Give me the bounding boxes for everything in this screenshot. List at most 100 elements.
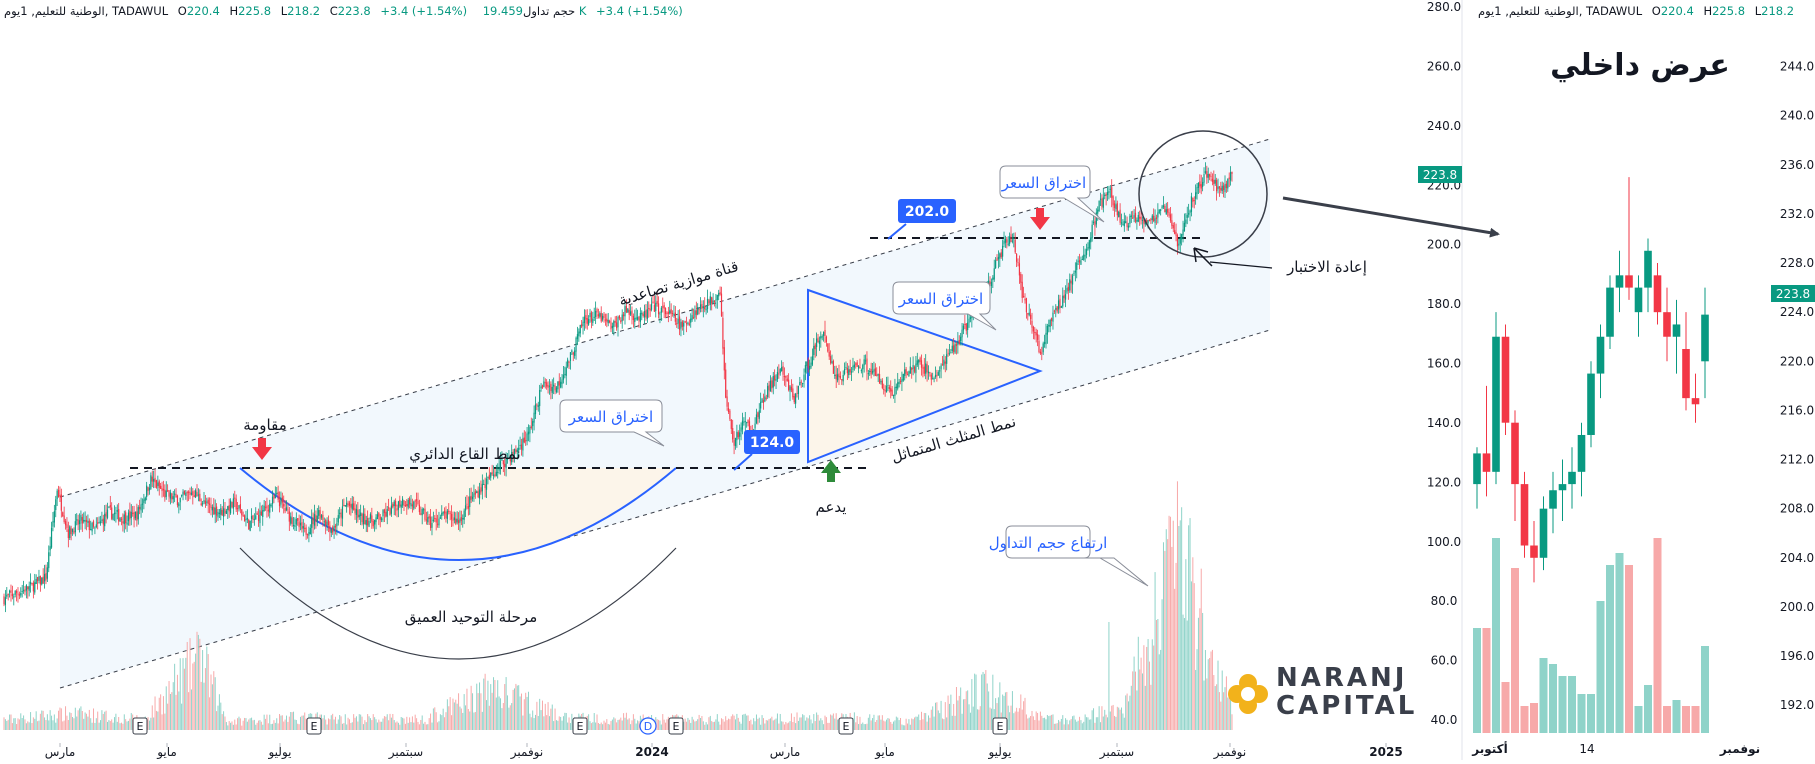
candle: [1064, 285, 1067, 308]
inset-volume-bar: [1558, 676, 1567, 733]
candle: [340, 508, 342, 527]
volume-bar: [69, 712, 71, 730]
candle: [915, 355, 917, 383]
candle: [393, 499, 395, 516]
candle: [1174, 222, 1176, 235]
volume-bar: [381, 721, 383, 730]
volume-bar: [860, 723, 862, 730]
candle: [59, 486, 61, 503]
earnings-marker[interactable]: E: [992, 717, 1008, 735]
volume-bar: [1049, 715, 1051, 730]
candle: [441, 505, 443, 520]
main-price-axis[interactable]: 280.0260.0240.0220.0200.0180.0160.0140.0…: [1427, 0, 1461, 727]
candle: [951, 339, 953, 354]
callout-volume-rise[interactable]: ارتفاع حجم التداول: [989, 525, 1149, 587]
candle: [232, 493, 234, 515]
inset-time-axis[interactable]: أكتوبر 14 نوفمبر: [1471, 741, 1760, 757]
candle: [424, 503, 426, 522]
candle: [238, 505, 240, 512]
candle: [1148, 219, 1151, 222]
candle: [381, 516, 383, 523]
volume-bar: [790, 713, 792, 730]
volume-bar: [744, 713, 746, 730]
candle: [589, 308, 591, 323]
rounding-bottom-curve[interactable]: [239, 467, 677, 561]
volume-bar: [546, 715, 548, 730]
volume-bar: [811, 723, 813, 730]
dividend-marker[interactable]: D: [639, 717, 657, 735]
candle: [471, 491, 474, 502]
candle: [158, 479, 160, 496]
volume-bar: [1231, 714, 1233, 730]
main-time-axis[interactable]: مارس مايو يوليو سبتمبر نوفمبر 2024 مارس مايو يول…: [45, 743, 1403, 760]
candle: [491, 464, 493, 476]
volume-bar: [28, 722, 30, 730]
volume-bar: [968, 704, 970, 730]
volume-bar: [512, 689, 514, 730]
candle: [516, 447, 518, 460]
volume-bar: [209, 697, 211, 730]
candle: [199, 489, 201, 502]
earnings-marker[interactable]: E: [838, 717, 854, 735]
candle: [129, 502, 131, 526]
inset-candle: [1492, 312, 1500, 485]
candle: [1132, 210, 1134, 219]
candle: [867, 369, 869, 380]
volume-bar: [817, 714, 819, 730]
consolidation-arc[interactable]: [239, 547, 677, 660]
candle: [1203, 167, 1205, 186]
volume-bar: [1153, 645, 1155, 730]
volume-bar: [1211, 649, 1213, 730]
volume-bar: [421, 715, 423, 730]
volume-bar: [729, 719, 731, 730]
candle: [374, 519, 376, 532]
candle: [249, 520, 251, 532]
volume-bar: [711, 721, 713, 730]
candle: [357, 501, 359, 523]
earnings-marker[interactable]: E: [306, 717, 322, 735]
price-tick-label: 40.0: [1431, 713, 1458, 727]
volume-bar: [634, 718, 636, 730]
candle: [624, 303, 626, 325]
volume-bar: [176, 674, 178, 730]
callout-breakout-3[interactable]: اختراق السعر: [999, 165, 1105, 223]
callout-breakout-2[interactable]: اختراق السعر: [892, 281, 997, 331]
volume-bar: [1091, 710, 1093, 730]
candle: [733, 431, 735, 455]
earnings-marker[interactable]: E: [668, 717, 684, 735]
callout-breakout-1[interactable]: اختراق السعر: [559, 399, 665, 447]
candle: [1213, 170, 1215, 191]
candle: [785, 375, 787, 387]
volume-bar: [81, 710, 83, 730]
candle: [832, 359, 834, 374]
volume-bar: [909, 724, 911, 730]
event-marker-label: D: [644, 720, 652, 733]
volume-bar: [1032, 716, 1034, 730]
candle: [455, 512, 457, 526]
badge-level-124[interactable]: 124.0: [733, 430, 800, 471]
candle: [786, 374, 788, 382]
earnings-marker[interactable]: E: [572, 717, 588, 735]
candle: [1053, 309, 1055, 314]
volume-bar: [922, 719, 924, 730]
volume-bar: [91, 722, 93, 730]
channel-lower-line[interactable]: [59, 329, 1271, 689]
candle: [34, 573, 36, 595]
candle: [906, 371, 909, 376]
inset-price-axis[interactable]: 244.0240.0236.0232.0228.0224.0220.0216.0…: [1780, 60, 1814, 713]
volume-bar: [916, 716, 918, 730]
candle: [617, 315, 619, 337]
volume-bar: [902, 725, 904, 730]
earnings-marker[interactable]: E: [132, 717, 148, 735]
zoom-arrow[interactable]: [1282, 196, 1500, 238]
candle: [995, 257, 997, 269]
candle: [1004, 235, 1007, 248]
inset-candles: [1473, 177, 1709, 583]
candle: [1042, 341, 1044, 356]
volume-bar: [958, 695, 960, 730]
badge-level-202[interactable]: 202.0: [887, 199, 956, 240]
candle: [1155, 214, 1158, 225]
candle: [1069, 273, 1071, 293]
volume-bar: [592, 722, 594, 730]
